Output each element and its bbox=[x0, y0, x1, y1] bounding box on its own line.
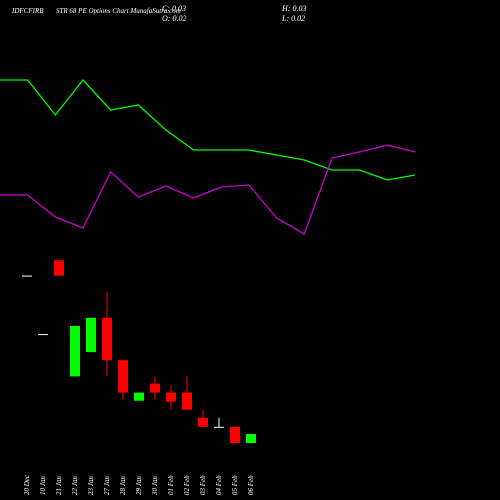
candle-body bbox=[22, 275, 32, 277]
x-tick-label: 27 Jan bbox=[103, 476, 111, 495]
indicator-line bbox=[0, 78, 416, 181]
candle-body bbox=[118, 360, 128, 393]
indicator-line bbox=[0, 144, 416, 235]
candle-body bbox=[182, 392, 192, 410]
close-label: C: 0.03 bbox=[162, 4, 186, 13]
x-tick-label: 02 Feb bbox=[183, 475, 191, 495]
candle-body bbox=[102, 317, 112, 361]
high-label: H: 0.03 bbox=[281, 4, 306, 13]
candle-body bbox=[150, 383, 160, 393]
x-tick-label: 23 Jan bbox=[87, 476, 95, 495]
x-tick-label: 21 Jan bbox=[55, 476, 63, 495]
x-tick-label: 10 Jan bbox=[39, 476, 47, 495]
chart-title: STR 68 PE Options Chart MunafaSutra.com bbox=[56, 7, 181, 15]
x-tick-label: 03 Feb bbox=[199, 475, 207, 495]
x-tick-label: 01 Feb bbox=[167, 475, 175, 495]
x-tick-label: 20 Dec bbox=[23, 474, 31, 495]
x-tick-label: 04 Feb bbox=[215, 475, 223, 495]
candle-body bbox=[230, 426, 240, 443]
candle-body bbox=[166, 392, 176, 402]
symbol: IDFCFIRB bbox=[11, 7, 44, 15]
x-tick-label: 30 Jan bbox=[151, 476, 159, 496]
candle-body bbox=[70, 325, 80, 377]
candle-body bbox=[54, 260, 64, 276]
low-label: L: 0.02 bbox=[281, 14, 305, 23]
x-tick-label: 22 Jan bbox=[71, 476, 79, 495]
candle-body bbox=[38, 334, 48, 336]
open-label: O: 0.02 bbox=[162, 14, 186, 23]
x-tick-label: 05 Feb bbox=[231, 475, 239, 495]
candle-body bbox=[246, 433, 256, 443]
candle-body bbox=[214, 426, 224, 428]
candle-body bbox=[86, 317, 96, 353]
x-tick-label: 06 Feb bbox=[247, 475, 255, 495]
candle-body bbox=[198, 417, 208, 427]
x-tick-label: 28 Jan bbox=[119, 476, 127, 495]
x-tick-label: 29 Jan bbox=[135, 476, 143, 495]
candle-body bbox=[134, 392, 144, 401]
